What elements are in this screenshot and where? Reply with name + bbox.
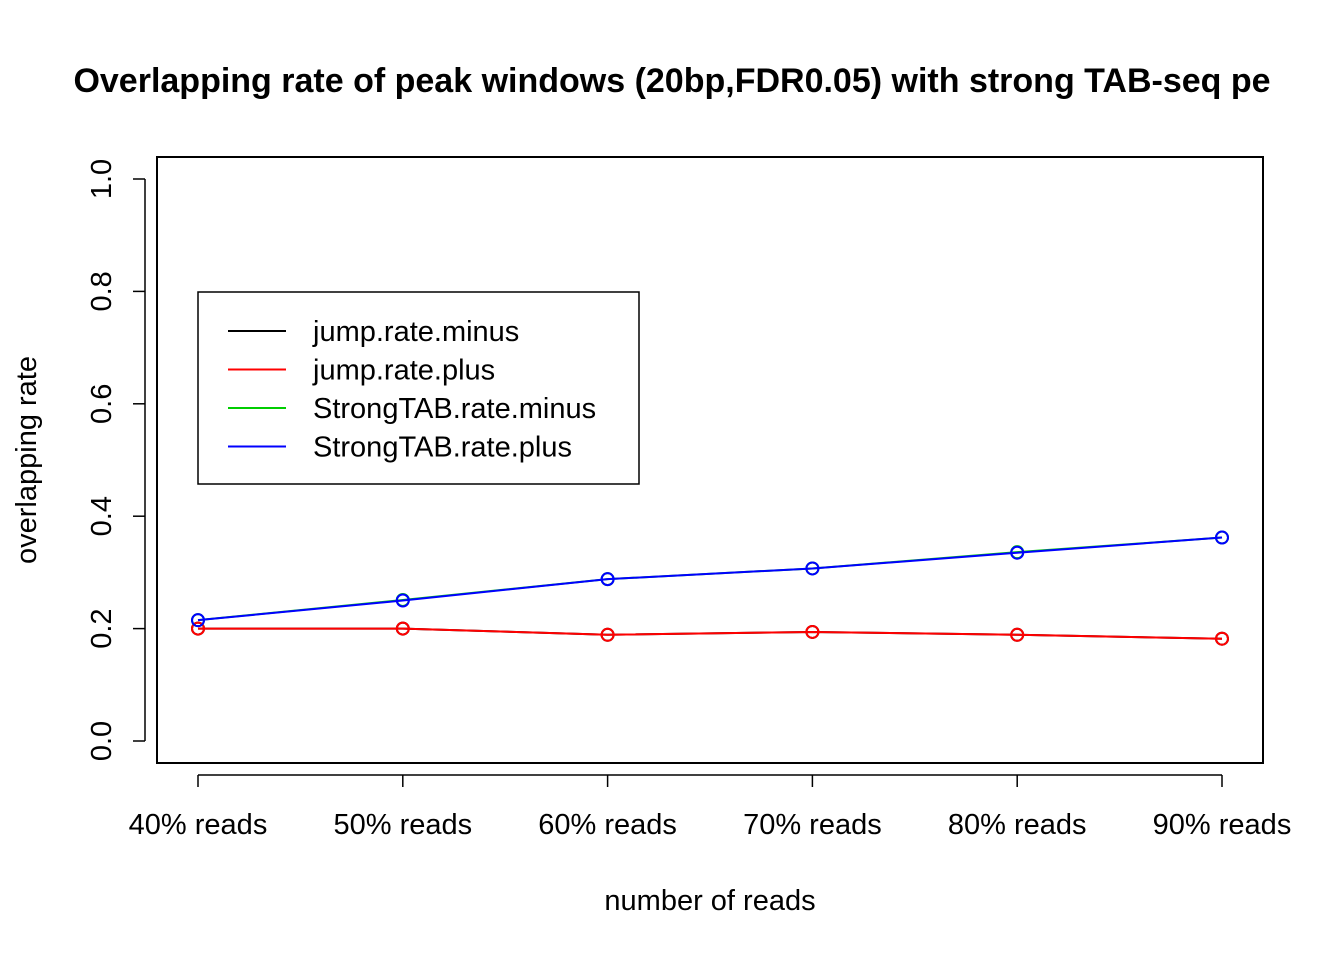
y-tick-label: 1.0 [86, 159, 118, 199]
legend-label: StrongTAB.rate.minus [313, 393, 596, 425]
x-tick-label: 90% reads [1153, 809, 1292, 841]
x-axis: 40% reads 50% reads 60% reads 70% reads 80% … [129, 774, 1292, 841]
x-tick-label: 70% reads [743, 809, 882, 841]
y-axis: 0.0 0.2 0.4 0.6 0.8 1.0 [86, 159, 146, 761]
y-axis-label: overlapping rate [11, 356, 43, 564]
y-tick-label: 0.0 [86, 721, 118, 761]
series-line [198, 627, 1223, 640]
series-layer [191, 530, 1229, 646]
plot-frame [156, 156, 1264, 764]
chart-title: Overlapping rate of peak windows (20bp,F… [73, 62, 1270, 100]
y-tick-label: 0.4 [86, 496, 118, 536]
y-tick-label: 0.8 [86, 271, 118, 311]
series-StrongTAB.rate.plus [191, 530, 1229, 628]
data-point [805, 561, 820, 576]
y-tick-label: 0.2 [86, 608, 118, 648]
data-point [1215, 530, 1229, 545]
legend: jump.rate.minus jump.rate.plus StrongTAB.r… [197, 291, 640, 485]
x-tick-label: 60% reads [538, 809, 677, 841]
data-point [395, 621, 410, 636]
data-point [600, 627, 615, 642]
x-tick-label: 80% reads [948, 809, 1087, 841]
x-tick-label: 40% reads [129, 809, 268, 841]
series-jump.rate.plus [191, 621, 1229, 646]
data-point [1010, 627, 1025, 642]
legend-label: jump.rate.plus [312, 355, 495, 387]
legend-label: jump.rate.minus [312, 316, 519, 348]
data-point [191, 613, 205, 628]
x-axis-label: number of reads [604, 885, 815, 917]
legend-label: StrongTAB.rate.plus [313, 432, 572, 464]
x-tick-label: 50% reads [333, 809, 472, 841]
series-StrongTAB.rate.minus [191, 530, 1229, 628]
data-point [600, 572, 615, 587]
y-tick-label: 0.6 [86, 384, 118, 424]
data-point [191, 621, 205, 636]
series-line [197, 536, 1223, 622]
data-point [1215, 631, 1229, 646]
data-point [1010, 545, 1025, 560]
series-line [197, 536, 1223, 622]
data-point [395, 593, 410, 608]
data-point [805, 624, 820, 639]
legend-box [197, 291, 640, 485]
